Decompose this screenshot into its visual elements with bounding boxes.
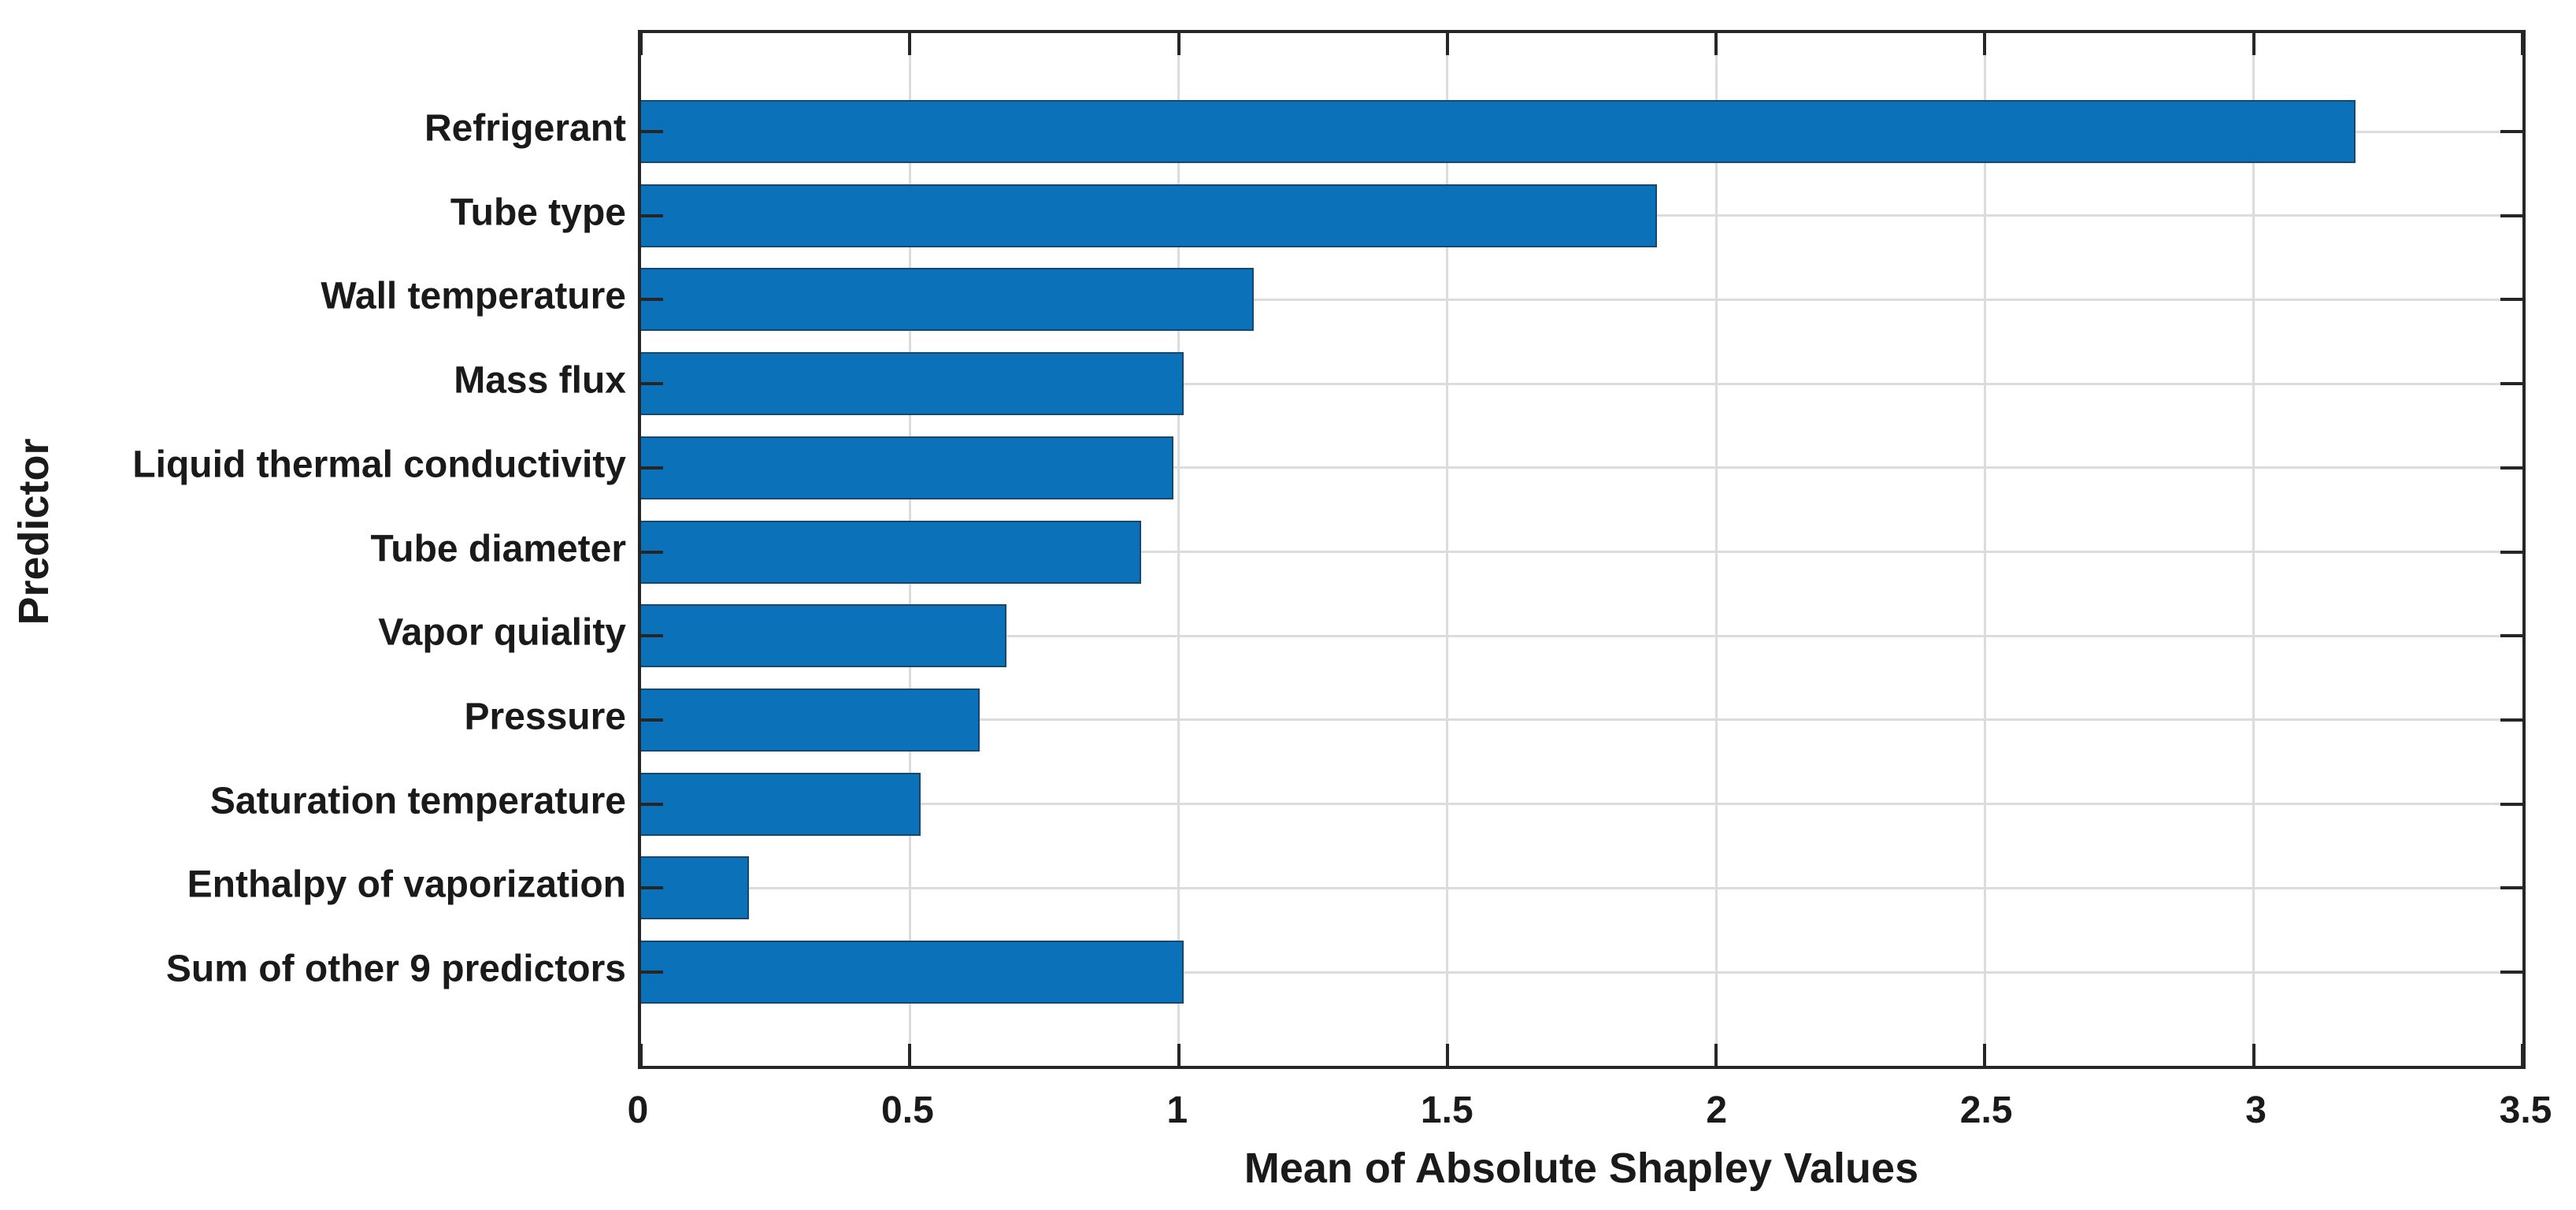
x-tick-label: 0.5 bbox=[881, 1089, 934, 1131]
vertical-gridline bbox=[1714, 33, 1718, 1066]
bar bbox=[641, 604, 1007, 668]
horizontal-gridline bbox=[641, 298, 2522, 301]
bar bbox=[641, 100, 2356, 163]
x-tick-label: 2 bbox=[1706, 1089, 1728, 1131]
y-tick-mark bbox=[2500, 130, 2522, 133]
vertical-gridline bbox=[1983, 33, 1986, 1066]
vertical-gridline bbox=[1446, 33, 1449, 1066]
x-tick-mark bbox=[1983, 1044, 1987, 1066]
y-tick-mark bbox=[641, 634, 663, 638]
y-tick-label: Saturation temperature bbox=[209, 780, 626, 822]
y-tick-label: Liquid thermal conductivity bbox=[132, 444, 626, 486]
bar bbox=[641, 352, 1184, 416]
y-tick-mark bbox=[2500, 466, 2522, 470]
horizontal-gridline bbox=[641, 634, 2522, 637]
horizontal-gridline bbox=[641, 971, 2522, 974]
bar bbox=[641, 436, 1173, 499]
y-tick-mark bbox=[641, 550, 663, 554]
horizontal-gridline bbox=[641, 803, 2522, 806]
x-tick-mark bbox=[2521, 33, 2524, 55]
x-tick-mark bbox=[2252, 1044, 2255, 1066]
y-tick-mark bbox=[641, 130, 663, 133]
horizontal-gridline bbox=[641, 382, 2522, 385]
bar bbox=[641, 941, 1184, 1004]
y-tick-label: Sum of other 9 predictors bbox=[165, 948, 626, 990]
x-tick-mark bbox=[1177, 1044, 1181, 1066]
y-tick-label: Tube type bbox=[450, 191, 626, 234]
x-tick-mark bbox=[2252, 33, 2255, 55]
y-tick-label: Refrigerant bbox=[424, 107, 626, 150]
horizontal-gridline bbox=[641, 886, 2522, 889]
x-tick-label: 3 bbox=[2245, 1089, 2267, 1131]
x-tick-mark bbox=[1445, 33, 1449, 55]
y-axis-label: Predictor bbox=[10, 438, 57, 625]
vertical-gridline bbox=[2252, 33, 2255, 1066]
horizontal-gridline bbox=[641, 551, 2522, 553]
y-tick-mark bbox=[641, 466, 663, 470]
x-tick-mark bbox=[1445, 1044, 1449, 1066]
x-tick-mark bbox=[1177, 33, 1181, 55]
y-tick-label: Mass flux bbox=[454, 359, 626, 402]
horizontal-gridline bbox=[641, 718, 2522, 722]
x-tick-label: 1 bbox=[1166, 1089, 1188, 1131]
x-tick-mark bbox=[2521, 1044, 2524, 1066]
bar bbox=[641, 268, 1255, 332]
y-tick-mark bbox=[2500, 634, 2522, 638]
y-tick-mark bbox=[641, 718, 663, 722]
y-tick-mark bbox=[641, 298, 663, 302]
x-axis-label: Mean of Absolute Shapley Values bbox=[1244, 1145, 1919, 1192]
x-tick-mark bbox=[1714, 1044, 1718, 1066]
x-tick-label: 1.5 bbox=[1420, 1089, 1473, 1131]
x-tick-mark bbox=[639, 33, 643, 55]
x-tick-mark bbox=[639, 1044, 643, 1066]
y-tick-mark bbox=[641, 971, 663, 974]
y-tick-label: Wall temperature bbox=[321, 275, 626, 317]
y-tick-mark bbox=[641, 886, 663, 890]
x-tick-label: 0 bbox=[627, 1089, 649, 1131]
x-tick-mark bbox=[908, 33, 912, 55]
y-tick-mark bbox=[2500, 802, 2522, 806]
y-tick-mark bbox=[2500, 213, 2522, 217]
x-tick-mark bbox=[908, 1044, 912, 1066]
x-tick-mark bbox=[1714, 33, 1718, 55]
x-tick-label: 3.5 bbox=[2499, 1089, 2552, 1131]
y-tick-label: Enthalpy of vaporization bbox=[187, 863, 626, 906]
y-tick-mark bbox=[2500, 382, 2522, 386]
y-tick-mark bbox=[2500, 550, 2522, 554]
x-tick-mark bbox=[1983, 33, 1987, 55]
y-tick-mark bbox=[641, 802, 663, 806]
y-tick-label: Vapor quiality bbox=[378, 611, 626, 654]
bar bbox=[641, 520, 1141, 584]
y-tick-mark bbox=[2500, 718, 2522, 722]
plot-area bbox=[638, 30, 2526, 1069]
bar bbox=[641, 688, 980, 752]
bar bbox=[641, 772, 921, 836]
bar bbox=[641, 184, 1658, 247]
y-tick-mark bbox=[641, 382, 663, 386]
y-tick-mark bbox=[641, 213, 663, 217]
y-tick-mark bbox=[2500, 298, 2522, 302]
horizontal-gridline bbox=[641, 466, 2522, 470]
vertical-gridline bbox=[1177, 33, 1181, 1066]
x-tick-label: 2.5 bbox=[1959, 1089, 2013, 1131]
y-tick-label: Tube diameter bbox=[370, 528, 626, 570]
y-tick-mark bbox=[2500, 971, 2522, 974]
y-tick-label: Pressure bbox=[464, 696, 626, 738]
y-tick-mark bbox=[2500, 886, 2522, 890]
